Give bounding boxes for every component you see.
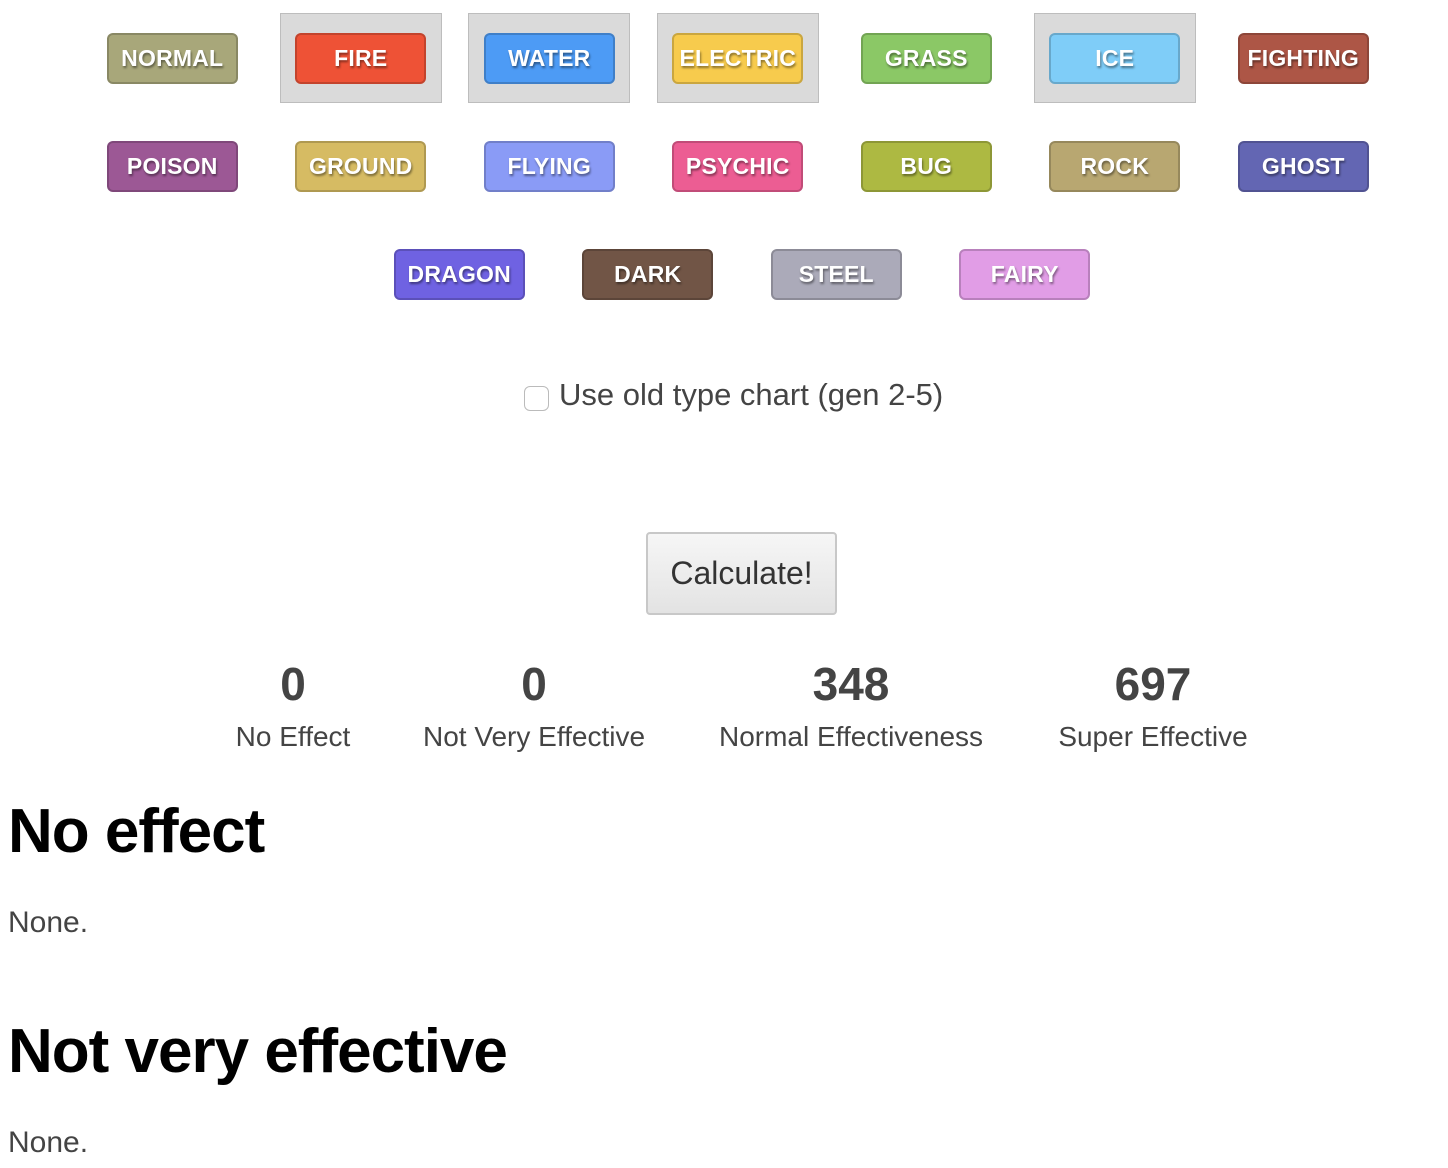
stat-value: 0 bbox=[280, 658, 306, 710]
type-wrapper: NORMAL bbox=[91, 13, 253, 103]
type-wrapper: GROUND bbox=[280, 121, 442, 211]
type-wrapper: GRASS bbox=[845, 13, 1007, 103]
stat-label: No Effect bbox=[235, 721, 351, 752]
type-wrapper: BUG bbox=[845, 121, 1007, 211]
type-cell: DARK bbox=[554, 228, 743, 320]
type-cell: NORMAL bbox=[78, 12, 267, 104]
type-button-ground[interactable]: GROUND bbox=[295, 140, 427, 192]
type-wrapper: ROCK bbox=[1034, 121, 1196, 211]
type-cell: POISON bbox=[78, 120, 267, 212]
section-heading-no-effect: No effect bbox=[8, 797, 265, 866]
type-button-fighting[interactable]: FIGHTING bbox=[1237, 32, 1369, 84]
type-wrapper: DARK bbox=[567, 229, 729, 319]
type-wrapper: FAIRY bbox=[944, 229, 1106, 319]
type-selected-highlight: ICE bbox=[1033, 13, 1196, 103]
calculate-button[interactable]: Calculate! bbox=[646, 532, 837, 615]
type-button-fairy[interactable]: FAIRY bbox=[959, 248, 1091, 300]
old-type-chart-option[interactable]: Use old type chart (gen 2-5) bbox=[524, 377, 943, 413]
type-button-water[interactable]: WATER bbox=[483, 32, 615, 84]
type-wrapper: DRAGON bbox=[378, 229, 540, 319]
type-button-poison[interactable]: POISON bbox=[106, 140, 238, 192]
type-button-flying[interactable]: FLYING bbox=[483, 140, 615, 192]
section-body-not-very-effective: None. bbox=[8, 1126, 89, 1159]
stat-not-very-effective: 0 Not Very Effective bbox=[423, 655, 645, 757]
type-row-1: NORMAL FIRE WATER ELECTRIC GRASS ICE FIGHTING bbox=[78, 12, 1398, 104]
section-heading-not-very-effective: Not very effective bbox=[8, 1017, 508, 1086]
type-wrapper: POISON bbox=[91, 121, 253, 211]
type-cell: WATER bbox=[455, 12, 644, 104]
stat-super-effective: 697 Super Effective bbox=[1058, 655, 1247, 757]
stat-label: Not Very Effective bbox=[422, 721, 646, 752]
type-button-grass[interactable]: GRASS bbox=[860, 32, 992, 84]
stat-value: 697 bbox=[1114, 658, 1192, 710]
type-button-normal[interactable]: NORMAL bbox=[106, 32, 238, 84]
stat-no-effect: 0 No Effect bbox=[236, 655, 351, 757]
stat-value: 0 bbox=[521, 658, 547, 710]
type-button-bug[interactable]: BUG bbox=[860, 140, 992, 192]
type-button-dark[interactable]: DARK bbox=[582, 248, 714, 300]
type-cell: FIRE bbox=[267, 12, 456, 104]
type-cell: ROCK bbox=[1021, 120, 1210, 212]
type-cell: BUG bbox=[832, 120, 1021, 212]
type-button-ghost[interactable]: GHOST bbox=[1237, 140, 1369, 192]
type-button-psychic[interactable]: PSYCHIC bbox=[672, 140, 804, 192]
type-button-fire[interactable]: FIRE bbox=[295, 32, 427, 84]
type-cell: FLYING bbox=[455, 120, 644, 212]
type-button-steel[interactable]: STEEL bbox=[770, 248, 902, 300]
type-row-2: POISON GROUND FLYING PSYCHIC BUG ROCK GHOST bbox=[78, 120, 1398, 212]
type-button-dragon[interactable]: DRAGON bbox=[393, 248, 525, 300]
type-cell: ICE bbox=[1021, 12, 1210, 104]
type-button-ice[interactable]: ICE bbox=[1049, 32, 1181, 84]
type-wrapper: PSYCHIC bbox=[657, 121, 819, 211]
type-row-3: DRAGON DARK STEEL FAIRY bbox=[365, 228, 1119, 320]
old-type-chart-checkbox[interactable] bbox=[524, 385, 549, 411]
type-cell: GHOST bbox=[1209, 120, 1398, 212]
type-button-rock[interactable]: ROCK bbox=[1049, 140, 1181, 192]
type-selected-highlight: WATER bbox=[468, 13, 631, 103]
type-cell: FAIRY bbox=[931, 228, 1120, 320]
type-cell: DRAGON bbox=[365, 228, 554, 320]
type-cell: FIGHTING bbox=[1209, 12, 1398, 104]
type-cell: GROUND bbox=[267, 120, 456, 212]
type-cell: ELECTRIC bbox=[644, 12, 833, 104]
section-body-no-effect: None. bbox=[8, 906, 89, 939]
type-cell: PSYCHIC bbox=[644, 120, 833, 212]
stat-normal-effectiveness: 348 Normal Effectiveness bbox=[719, 655, 983, 757]
type-wrapper: FIGHTING bbox=[1222, 13, 1384, 103]
old-type-chart-label: Use old type chart (gen 2-5) bbox=[559, 377, 944, 412]
type-wrapper: STEEL bbox=[755, 229, 917, 319]
type-button-electric[interactable]: ELECTRIC bbox=[672, 32, 804, 84]
type-cell: STEEL bbox=[742, 228, 931, 320]
type-wrapper: GHOST bbox=[1222, 121, 1384, 211]
type-selected-highlight: ELECTRIC bbox=[656, 13, 819, 103]
stat-label: Normal Effectiveness bbox=[718, 721, 984, 752]
type-wrapper: FLYING bbox=[468, 121, 630, 211]
type-selected-highlight: FIRE bbox=[279, 13, 442, 103]
stat-label: Super Effective bbox=[1058, 721, 1248, 752]
stat-value: 348 bbox=[812, 658, 890, 710]
type-cell: GRASS bbox=[832, 12, 1021, 104]
